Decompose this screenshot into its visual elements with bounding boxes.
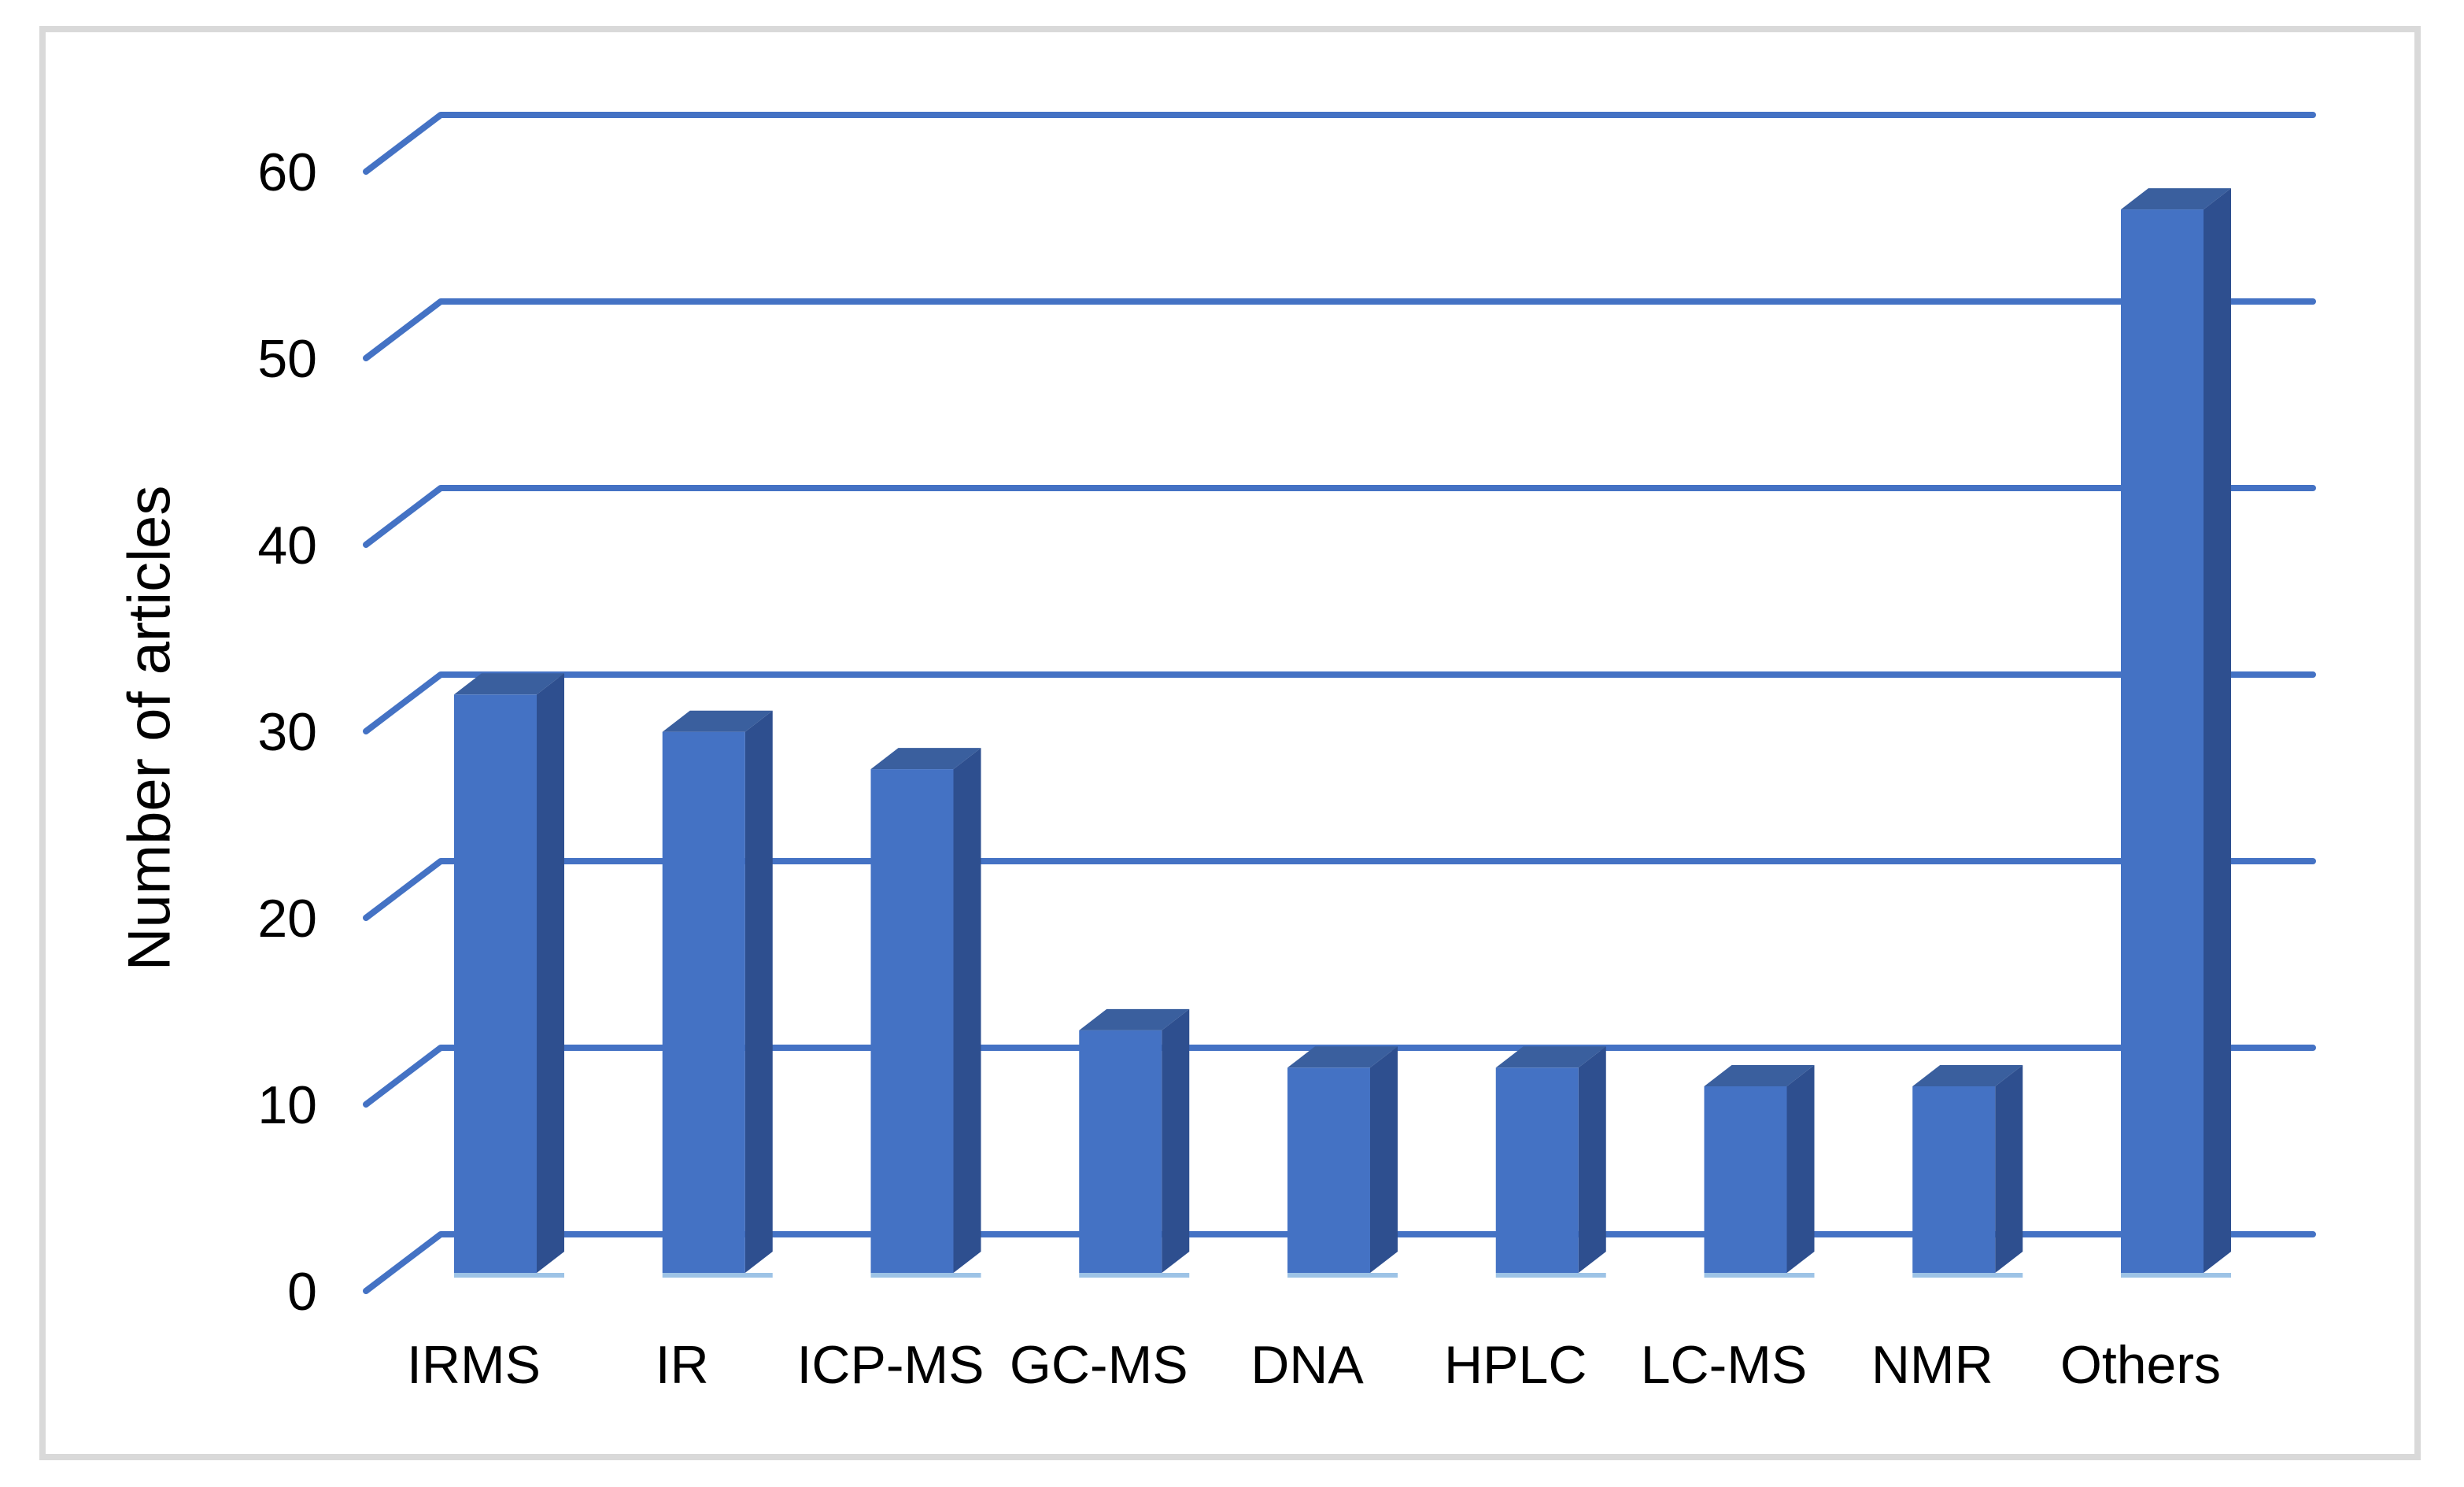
bar-front-face — [454, 694, 537, 1273]
bar-side-face — [744, 710, 773, 1273]
bar-floor-highlight — [1704, 1273, 1815, 1278]
y-tick-label: 20 — [257, 889, 317, 949]
bar-top-face — [1912, 1065, 2023, 1086]
y-tick-label: 30 — [257, 702, 317, 762]
gridline — [363, 298, 2316, 361]
x-category-label: GC-MS — [1010, 1335, 1188, 1395]
bar-top-face — [662, 710, 773, 732]
gridline — [363, 671, 2316, 734]
bar-floor-highlight — [1079, 1273, 1190, 1278]
x-category-label: NMR — [1871, 1335, 1993, 1395]
bar-front-face — [1079, 1030, 1162, 1273]
bar-front-face — [1704, 1086, 1787, 1273]
bar-side-face — [1995, 1065, 2023, 1273]
x-category-label: ICP-MS — [797, 1335, 984, 1395]
bar-top-face — [1079, 1008, 1190, 1030]
bar-side-face — [1370, 1046, 1398, 1273]
x-category-label: LC-MS — [1641, 1335, 1808, 1395]
y-tick-label: 60 — [257, 142, 317, 202]
bar-floor-highlight — [1287, 1273, 1398, 1278]
y-axis-title: Number of articles — [116, 485, 183, 971]
x-category-label: HPLC — [1444, 1335, 1587, 1395]
y-tick-label: 40 — [257, 516, 317, 575]
bar-top-face — [1495, 1046, 1606, 1068]
x-category-label: DNA — [1250, 1335, 1364, 1395]
bar-floor-highlight — [662, 1273, 773, 1278]
bar-front-face — [1495, 1067, 1579, 1273]
bar-front-face — [1287, 1067, 1370, 1273]
bar-front-face — [2121, 209, 2204, 1274]
bar-top-face — [454, 673, 564, 695]
gridline — [363, 858, 2316, 921]
y-tick-label: 0 — [287, 1262, 317, 1322]
bar-top-face — [1287, 1046, 1398, 1068]
y-tick-label: 10 — [257, 1075, 317, 1135]
x-category-label: Others — [2060, 1335, 2221, 1395]
bar-floor-highlight — [454, 1273, 564, 1278]
bar-front-face — [662, 731, 745, 1273]
gridline — [363, 485, 2316, 548]
bar-side-face — [953, 748, 981, 1273]
bar-side-face — [1578, 1046, 1606, 1273]
bar-floor-highlight — [1495, 1273, 1606, 1278]
gridline — [363, 1045, 2316, 1108]
bar-side-face — [537, 673, 564, 1273]
bar-front-face — [1912, 1086, 1996, 1273]
gridline — [363, 1231, 2316, 1294]
bar-side-face — [1162, 1008, 1190, 1273]
x-category-label: IRMS — [407, 1335, 541, 1395]
bar-top-face — [1704, 1065, 1815, 1086]
bar-front-face — [870, 769, 954, 1273]
bar-floor-highlight — [1912, 1273, 2023, 1278]
gridline — [363, 112, 2316, 175]
bar-floor-highlight — [2121, 1273, 2231, 1278]
bar-floor-highlight — [870, 1273, 981, 1278]
bar-top-face — [2121, 188, 2231, 210]
bar-side-face — [2204, 188, 2231, 1274]
y-tick-label: 50 — [257, 329, 317, 389]
bar-top-face — [870, 748, 981, 770]
x-category-label: IR — [656, 1335, 709, 1395]
bar-side-face — [1786, 1065, 1815, 1273]
